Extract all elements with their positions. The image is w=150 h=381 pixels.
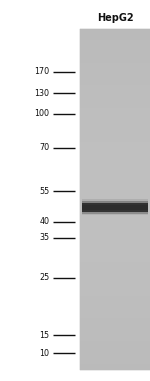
Bar [80,301,150,307]
Text: 25: 25 [39,274,50,282]
Bar [80,296,150,301]
Bar [80,307,150,313]
Bar [80,335,150,341]
Bar [80,159,150,165]
Bar [80,222,150,227]
Bar [80,319,150,324]
Bar [80,324,150,330]
Bar [80,29,150,34]
Bar [80,267,150,273]
Bar [80,29,150,370]
Text: 35: 35 [39,234,50,242]
Bar [80,57,150,62]
Bar [80,352,150,358]
Bar [82,202,148,211]
Bar [80,97,150,102]
Bar [80,210,150,216]
Bar [80,85,150,91]
Bar [82,199,148,207]
Bar [80,188,150,194]
Bar [80,171,150,176]
Text: 40: 40 [39,218,50,226]
Text: 70: 70 [39,144,50,152]
Bar [80,102,150,108]
Bar [80,199,150,205]
Bar [80,245,150,250]
Bar [80,114,150,120]
Text: 100: 100 [34,109,50,118]
Text: 55: 55 [39,187,50,195]
Bar [80,279,150,284]
Bar [80,341,150,347]
Bar [80,91,150,97]
Bar [80,74,150,80]
Bar [82,205,148,213]
Bar [80,46,150,51]
Bar [80,148,150,154]
Bar [80,182,150,188]
Bar [80,120,150,125]
Bar [80,136,150,142]
Bar [80,194,150,199]
Bar [80,358,150,364]
Bar [80,233,150,239]
Bar [80,330,150,335]
Bar [80,205,150,210]
Bar [82,200,148,210]
Bar [80,284,150,290]
Bar [80,227,150,233]
Bar [80,125,150,131]
Bar [80,262,150,267]
Bar [80,40,150,46]
Bar [80,290,150,296]
Text: 10: 10 [39,349,50,357]
Bar [80,80,150,85]
Bar [80,347,150,352]
Bar [80,273,150,279]
Bar [80,239,150,245]
Text: 130: 130 [34,88,50,98]
Text: 15: 15 [39,330,50,339]
Bar [82,207,148,215]
Bar [80,68,150,74]
Bar [80,256,150,262]
Text: HepG2: HepG2 [97,13,134,23]
Bar [80,51,150,57]
Bar [80,176,150,182]
Bar [80,62,150,68]
Bar [80,364,150,370]
Bar [80,142,150,148]
Bar [80,216,150,222]
Bar [80,165,150,171]
Text: 170: 170 [34,67,50,77]
Bar [80,154,150,159]
Bar [80,108,150,114]
Bar [80,250,150,256]
Bar [80,34,150,40]
Bar [80,131,150,136]
Bar [80,313,150,319]
